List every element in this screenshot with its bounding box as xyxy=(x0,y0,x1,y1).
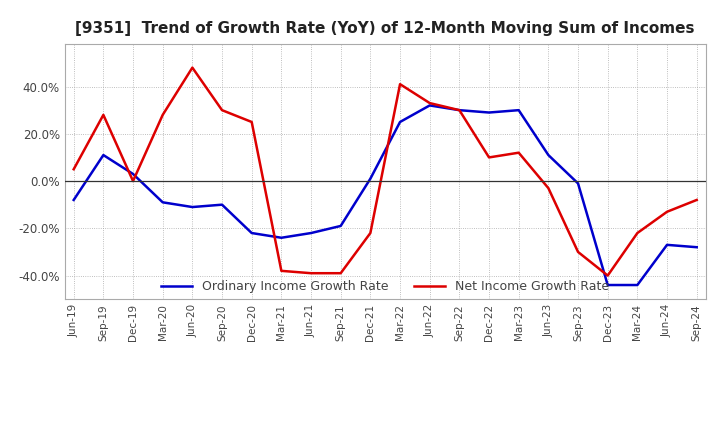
Net Income Growth Rate xyxy=(633,231,642,236)
Net Income Growth Rate xyxy=(99,112,108,117)
Ordinary Income Growth Rate xyxy=(426,103,434,108)
Net Income Growth Rate xyxy=(188,65,197,70)
Net Income Growth Rate xyxy=(485,155,493,160)
Ordinary Income Growth Rate xyxy=(485,110,493,115)
Ordinary Income Growth Rate xyxy=(307,231,315,236)
Net Income Growth Rate xyxy=(277,268,286,274)
Ordinary Income Growth Rate xyxy=(455,107,464,113)
Ordinary Income Growth Rate xyxy=(217,202,226,207)
Ordinary Income Growth Rate xyxy=(662,242,671,247)
Net Income Growth Rate xyxy=(158,112,167,117)
Net Income Growth Rate xyxy=(603,273,612,278)
Net Income Growth Rate xyxy=(514,150,523,155)
Net Income Growth Rate xyxy=(366,231,374,236)
Ordinary Income Growth Rate xyxy=(366,176,374,181)
Legend: Ordinary Income Growth Rate, Net Income Growth Rate: Ordinary Income Growth Rate, Net Income … xyxy=(156,275,614,298)
Net Income Growth Rate xyxy=(69,167,78,172)
Net Income Growth Rate xyxy=(248,119,256,125)
Ordinary Income Growth Rate xyxy=(693,245,701,250)
Ordinary Income Growth Rate xyxy=(633,282,642,288)
Ordinary Income Growth Rate xyxy=(248,231,256,236)
Ordinary Income Growth Rate xyxy=(129,171,138,176)
Ordinary Income Growth Rate xyxy=(574,181,582,186)
Net Income Growth Rate xyxy=(217,107,226,113)
Title: [9351]  Trend of Growth Rate (YoY) of 12-Month Moving Sum of Incomes: [9351] Trend of Growth Rate (YoY) of 12-… xyxy=(76,21,695,36)
Ordinary Income Growth Rate xyxy=(544,152,553,158)
Net Income Growth Rate xyxy=(129,178,138,183)
Ordinary Income Growth Rate xyxy=(396,119,405,125)
Ordinary Income Growth Rate xyxy=(69,197,78,202)
Net Income Growth Rate xyxy=(662,209,671,214)
Ordinary Income Growth Rate xyxy=(188,205,197,210)
Net Income Growth Rate xyxy=(693,197,701,202)
Net Income Growth Rate xyxy=(307,271,315,276)
Ordinary Income Growth Rate xyxy=(336,224,345,229)
Net Income Growth Rate xyxy=(574,249,582,255)
Net Income Growth Rate xyxy=(455,107,464,113)
Line: Ordinary Income Growth Rate: Ordinary Income Growth Rate xyxy=(73,106,697,285)
Ordinary Income Growth Rate xyxy=(603,282,612,288)
Net Income Growth Rate xyxy=(336,271,345,276)
Net Income Growth Rate xyxy=(426,100,434,106)
Line: Net Income Growth Rate: Net Income Growth Rate xyxy=(73,68,697,275)
Net Income Growth Rate xyxy=(544,186,553,191)
Ordinary Income Growth Rate xyxy=(514,107,523,113)
Net Income Growth Rate xyxy=(396,81,405,87)
Ordinary Income Growth Rate xyxy=(277,235,286,240)
Ordinary Income Growth Rate xyxy=(158,200,167,205)
Ordinary Income Growth Rate xyxy=(99,152,108,158)
